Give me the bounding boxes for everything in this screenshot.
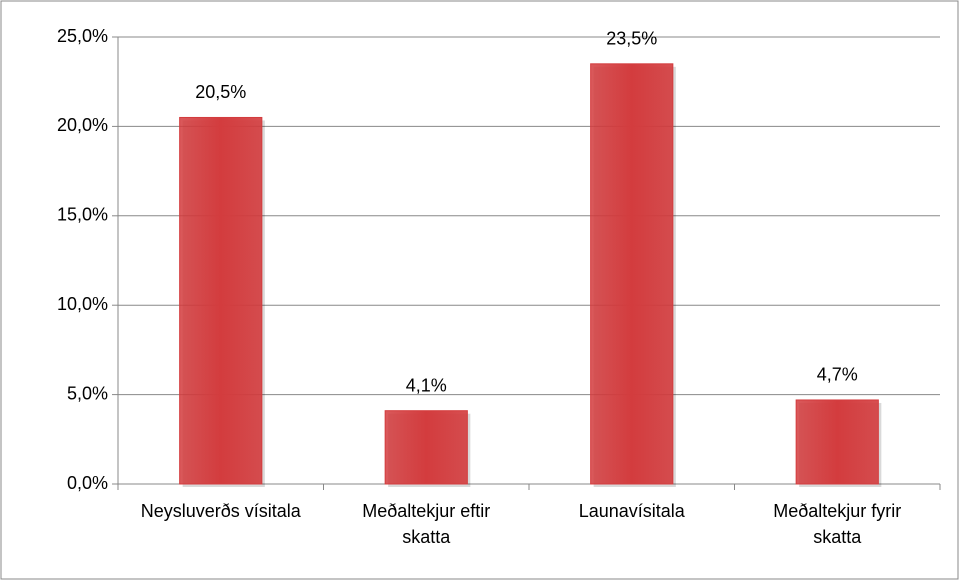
value-label: 20,5% <box>195 82 246 102</box>
bar <box>795 399 879 485</box>
value-label: 4,7% <box>817 365 858 385</box>
x-tick-label: Launavísitala <box>578 501 685 521</box>
value-label: 23,5% <box>606 29 657 49</box>
y-tick-label: 0,0% <box>67 473 108 493</box>
bar <box>590 63 674 485</box>
x-tick-label: Meðaltekjur fyrir skatta <box>773 501 902 547</box>
y-tick-label: 5,0% <box>67 383 108 403</box>
y-tick-label: 10,0% <box>57 294 108 314</box>
x-tick-label: Neysluverðs vísitala <box>140 501 301 521</box>
value-label: 4,1% <box>406 375 447 395</box>
y-tick-label: 20,0% <box>57 115 108 135</box>
y-tick-label: 25,0% <box>57 26 108 46</box>
y-tick-label: 15,0% <box>57 205 108 225</box>
bar <box>384 410 468 485</box>
x-tick-label: Meðaltekjur eftir skatta <box>362 501 491 547</box>
bar <box>179 116 263 485</box>
